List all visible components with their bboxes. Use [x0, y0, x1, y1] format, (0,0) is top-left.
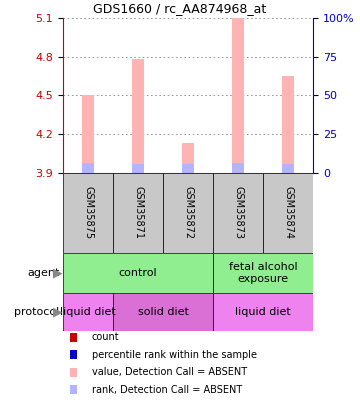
Text: liquid diet: liquid diet — [60, 307, 116, 317]
Bar — [132, 60, 144, 173]
Bar — [213, 253, 313, 293]
Text: rank, Detection Call = ABSENT: rank, Detection Call = ABSENT — [92, 384, 242, 394]
Text: GSM35872: GSM35872 — [183, 186, 193, 240]
Text: count: count — [92, 332, 120, 342]
Text: ▶: ▶ — [53, 266, 63, 279]
Bar — [63, 253, 213, 293]
Bar — [232, 163, 244, 173]
Bar — [213, 173, 263, 253]
Text: percentile rank within the sample: percentile rank within the sample — [92, 350, 257, 360]
Bar — [182, 164, 194, 173]
Bar — [182, 143, 194, 173]
Text: agent: agent — [27, 268, 59, 278]
Text: GSM35871: GSM35871 — [133, 186, 143, 239]
Bar — [113, 173, 163, 253]
Bar — [63, 293, 113, 331]
Text: liquid diet: liquid diet — [235, 307, 291, 317]
Text: value, Detection Call = ABSENT: value, Detection Call = ABSENT — [92, 367, 247, 377]
Bar — [82, 163, 94, 173]
Bar — [82, 96, 94, 173]
Text: ▶: ▶ — [53, 305, 63, 318]
Text: GDS1660 / rc_AA874968_at: GDS1660 / rc_AA874968_at — [93, 2, 267, 15]
Text: control: control — [119, 268, 157, 278]
Bar — [113, 293, 213, 331]
Text: protocol: protocol — [14, 307, 59, 317]
Bar — [213, 293, 313, 331]
Bar — [63, 173, 113, 253]
Text: GSM35873: GSM35873 — [233, 186, 243, 239]
Bar — [282, 76, 294, 173]
Bar — [282, 164, 294, 173]
Bar — [163, 173, 213, 253]
Bar — [263, 173, 313, 253]
Text: solid diet: solid diet — [138, 307, 189, 317]
Text: GSM35874: GSM35874 — [283, 186, 293, 239]
Text: fetal alcohol
exposure: fetal alcohol exposure — [229, 262, 297, 284]
Text: GSM35875: GSM35875 — [83, 186, 93, 240]
Bar — [132, 164, 144, 173]
Bar — [232, 18, 244, 173]
